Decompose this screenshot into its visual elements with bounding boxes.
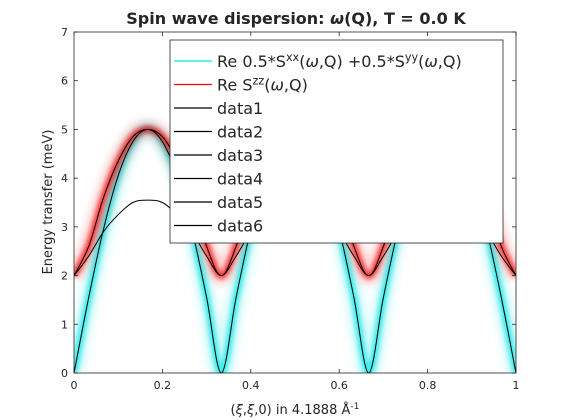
legend: Re 0.5*Sxx(ω,Q) +0.5*Syy(ω,Q)Re Szz(ω,Q)…: [169, 39, 504, 244]
text-part: ω: [424, 52, 437, 71]
text-part: (: [299, 52, 305, 71]
y-tick-label: 6: [61, 75, 68, 88]
text-part: zz: [252, 74, 264, 87]
text-part: (Q), T = 0.0 K: [344, 9, 466, 28]
y-tick-label: 5: [61, 123, 68, 136]
x-tick-label: 0.8: [419, 379, 437, 392]
y-tick-label: 3: [61, 221, 68, 234]
y-tick-label: 0: [61, 367, 68, 380]
text-part: data6: [217, 217, 263, 236]
text-part: (: [418, 52, 424, 71]
axes-box: [73, 31, 517, 374]
y-tick-label: 7: [61, 26, 68, 39]
text-part: ,Q): [438, 52, 462, 71]
text-part: ,Q): [284, 76, 308, 95]
text-part: -1: [350, 402, 359, 412]
text-part: xx: [286, 51, 300, 64]
legend-entry: data2: [217, 123, 263, 142]
text-part: data5: [217, 193, 263, 212]
legend-entry: Re 0.5*Sxx(ω,Q) +0.5*Syy(ω,Q): [217, 51, 462, 72]
text-part: Re S: [217, 76, 252, 95]
legend-entry: data3: [217, 146, 263, 165]
axis-ticks: 0 0.2 0.4 0.6 0.8 1 0 1 2 3 4 5 6 7: [61, 26, 520, 392]
text-part: data4: [217, 170, 263, 189]
x-tick-label: 0.2: [154, 379, 172, 392]
text-part: ξ: [246, 403, 255, 418]
y-tick-label: 1: [61, 318, 68, 331]
text-part: yy: [405, 51, 419, 64]
text-part: ω: [305, 52, 318, 71]
legend-box: [169, 39, 504, 244]
text-part: data2: [217, 123, 263, 142]
x-tick-label: 0.6: [330, 379, 348, 392]
text-part: ω: [270, 76, 283, 95]
chart-title: Spin wave dispersion: ω(Q), T = 0.0 K: [126, 9, 466, 28]
text-part: ,Q) +0.5*S: [319, 52, 405, 71]
text-part: ω: [330, 9, 344, 28]
text-part: ,0) in 4.1888 Å: [254, 402, 350, 418]
text-part: data1: [217, 99, 263, 118]
text-part: ξ: [235, 403, 244, 418]
x-tick-label: 0: [71, 379, 78, 392]
text-part: ,: [243, 403, 247, 418]
text-part: Re 0.5*S: [217, 52, 286, 71]
y-axis-label: Energy transfer (meV): [41, 130, 56, 275]
legend-entry: data1: [217, 99, 263, 118]
legend-entry: data5: [217, 193, 263, 212]
text-part: (: [231, 403, 236, 418]
x-tick-label: 1: [513, 379, 520, 392]
legend-entry: data6: [217, 217, 263, 236]
text-part: data3: [217, 146, 263, 165]
legend-entry: data4: [217, 170, 263, 189]
text-part: (: [264, 76, 270, 95]
y-tick-label: 4: [61, 172, 68, 185]
x-tick-label: 0.4: [242, 379, 260, 392]
x-axis-label: (ξ,ξ,0) in 4.1888 Å-1: [231, 402, 360, 418]
y-tick-label: 2: [61, 270, 68, 283]
text-part: Spin wave dispersion:: [126, 9, 330, 28]
legend-entry: Re Szz(ω,Q): [217, 74, 308, 95]
